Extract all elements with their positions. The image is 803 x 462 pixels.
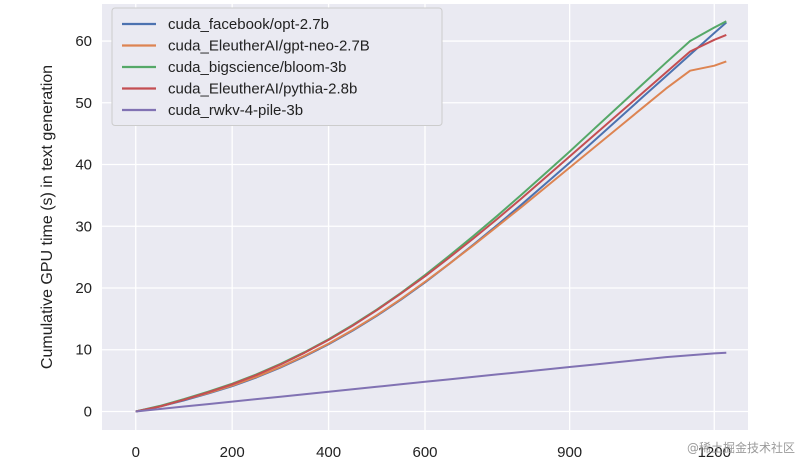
x-tick-label: 400	[316, 444, 341, 461]
x-tick-label: 1200	[698, 444, 731, 461]
x-tick-label: 600	[412, 444, 437, 461]
series-line	[135, 60, 727, 413]
x-tick-label: 200	[220, 444, 245, 461]
y-axis-ticks: 0 10 20 30 40 50 60	[75, 33, 92, 420]
legend-label: cuda_rwkv-4-pile-3b	[168, 102, 303, 119]
y-tick-label: 0	[84, 403, 92, 420]
watermark: @稀土掘金技术社区	[686, 441, 795, 455]
y-tick-label: 10	[75, 342, 92, 359]
series-lines	[135, 20, 727, 413]
legend-label: cuda_facebook/opt-2.7b	[168, 16, 329, 33]
y-tick-label: 60	[75, 33, 92, 50]
y-tick-label: 50	[75, 95, 92, 112]
legend-box	[111, 7, 443, 126]
legend-label: cuda_EleutherAI/gpt-neo-2.7B	[168, 38, 370, 55]
legend-label: cuda_EleutherAI/pythia-2.8b	[168, 81, 357, 98]
y-tick-label: 30	[75, 218, 92, 235]
series-line	[135, 351, 727, 413]
y-axis-label: Cumulative GPU time (s) in text generati…	[39, 65, 56, 369]
legend: cuda_facebook/opt-2.7b cuda_EleutherAI/gp…	[111, 7, 443, 126]
y-tick-label: 20	[75, 280, 92, 297]
x-tick-label: 0	[132, 444, 140, 461]
x-axis-ticks: 0 200 400 600 900 1200	[132, 444, 731, 461]
y-tick-label: 40	[75, 157, 92, 174]
x-tick-label: 900	[557, 444, 582, 461]
legend-label: cuda_bigscience/bloom-3b	[168, 59, 346, 76]
series-line	[135, 33, 727, 413]
